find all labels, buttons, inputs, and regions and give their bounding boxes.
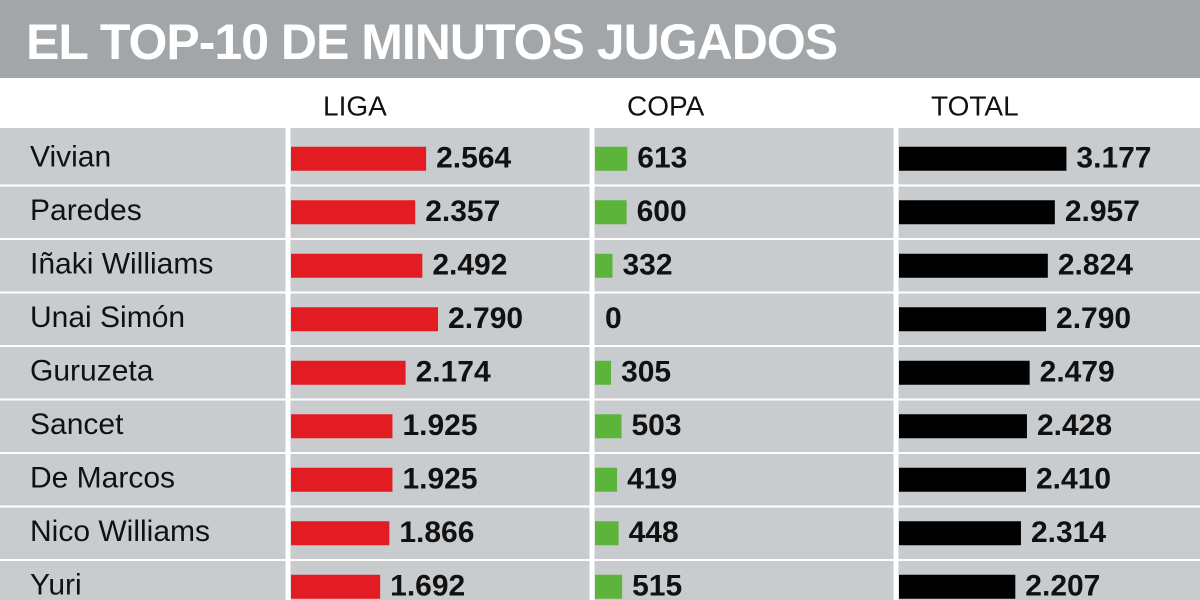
bar: [595, 146, 628, 171]
value-label: 1.925: [402, 409, 477, 442]
column-header: COPA: [627, 90, 705, 121]
bar: [899, 574, 1016, 599]
value-label: 2.174: [416, 356, 491, 389]
bar: [899, 467, 1027, 492]
value-label: 3.177: [1076, 142, 1151, 175]
category-label: Unai Simón: [30, 301, 185, 334]
value-label: 0: [605, 302, 622, 335]
bar: [595, 414, 622, 439]
bar: [899, 414, 1027, 439]
bar: [291, 307, 439, 332]
column-header: LIGA: [323, 90, 387, 121]
value-label: 419: [627, 463, 677, 496]
bar: [595, 521, 619, 546]
bar: [291, 200, 416, 225]
value-label: 2.790: [448, 302, 523, 335]
value-label: 2.479: [1040, 356, 1115, 389]
value-label: 305: [621, 356, 671, 389]
value-label: 2.790: [1056, 302, 1131, 335]
category-label: Sancet: [30, 408, 124, 441]
value-label: 332: [622, 249, 672, 282]
column-header: TOTAL: [931, 90, 1019, 121]
bar: [595, 360, 612, 385]
bar: [595, 574, 623, 599]
value-label: 2.564: [436, 142, 511, 175]
category-label: Paredes: [30, 194, 142, 227]
bar: [291, 467, 393, 492]
category-label: De Marcos: [30, 462, 175, 495]
value-label: 2.428: [1037, 409, 1112, 442]
value-label: 2.410: [1036, 463, 1111, 496]
category-label: Guruzeta: [30, 355, 154, 388]
value-label: 600: [637, 195, 687, 228]
value-label: 1.925: [402, 463, 477, 496]
bar: [899, 360, 1030, 385]
value-label: 2.957: [1065, 195, 1140, 228]
bar: [291, 574, 381, 599]
bar: [595, 200, 627, 225]
category-label: Iñaki Williams: [30, 248, 213, 281]
bar: [595, 253, 613, 278]
value-label: 1.866: [399, 516, 474, 549]
bar: [899, 146, 1067, 171]
value-label: 2.824: [1058, 249, 1133, 282]
bar: [291, 146, 427, 171]
value-label: 2.357: [425, 195, 500, 228]
category-label: Nico Williams: [30, 515, 210, 548]
value-label: 503: [632, 409, 682, 442]
value-label: 448: [629, 516, 679, 549]
bar: [899, 200, 1055, 225]
category-label: Yuri: [30, 569, 82, 600]
bar: [899, 521, 1021, 546]
value-label: 2.314: [1031, 516, 1106, 549]
value-label: 2.492: [432, 249, 507, 282]
bar: [291, 253, 423, 278]
chart-title: EL TOP-10 DE MINUTOS JUGADOS: [26, 14, 837, 70]
bar: [291, 521, 390, 546]
bar: [899, 253, 1048, 278]
bar: [595, 467, 618, 492]
category-label: Vivian: [30, 141, 111, 174]
bar: [291, 360, 406, 385]
value-label: 2.207: [1025, 570, 1100, 600]
value-label: 1.692: [390, 570, 465, 600]
bar: [291, 414, 393, 439]
header-row: [0, 78, 1200, 128]
value-label: 515: [632, 570, 682, 600]
bar: [899, 307, 1047, 332]
value-label: 613: [637, 142, 687, 175]
title-band: [0, 0, 1200, 78]
